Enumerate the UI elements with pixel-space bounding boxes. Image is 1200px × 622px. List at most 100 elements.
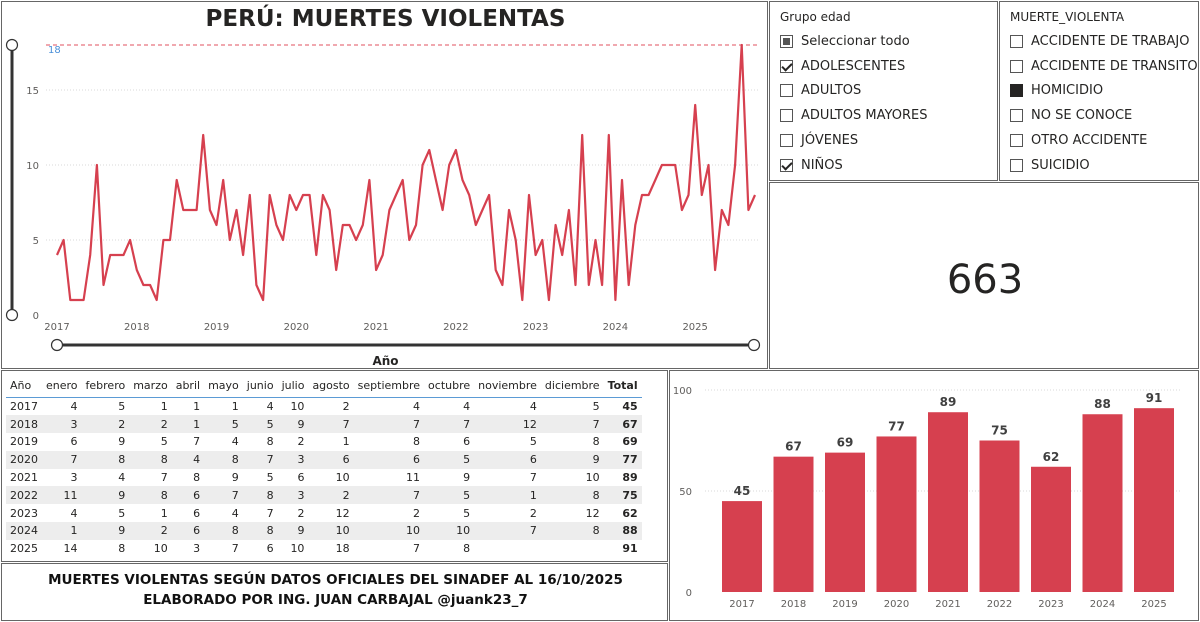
checkbox-icon[interactable] [1010, 109, 1023, 123]
table-cell: 1 [193, 400, 201, 414]
table-cell: 10 [153, 542, 168, 556]
table-cell: 7 [193, 435, 201, 449]
muerte-violenta-item-label: SUICIDIO [1031, 157, 1090, 173]
table-cell: 7 [474, 522, 541, 540]
checkbox-icon[interactable] [780, 59, 793, 73]
table-header-cell[interactable]: enero [42, 375, 82, 398]
grupo-edad-item[interactable]: ADOLESCENTES [780, 54, 928, 79]
table-cell: 2 [129, 415, 172, 434]
muerte-violenta-item[interactable]: ACCIDENTE DE TRANSITO [1010, 54, 1198, 79]
muerte-violenta-item[interactable]: OTRO ACCIDENTE [1010, 128, 1198, 153]
table-cell: 1 [342, 435, 350, 449]
y-tick-label: 0 [33, 311, 39, 322]
checkbox-icon[interactable] [780, 109, 793, 123]
table-cell: 5 [424, 450, 475, 469]
table-header-cell[interactable]: octubre [424, 375, 475, 398]
table-cell: 10 [290, 400, 305, 414]
x-tick-label: 2017 [44, 322, 69, 333]
muerte-violenta-item-label: NO SE CONOCE [1031, 108, 1133, 124]
x-tick-label: 2019 [204, 322, 229, 333]
table-header-cell[interactable]: julio [277, 375, 309, 398]
grupo-edad-item-label: Seleccionar todo [801, 33, 910, 49]
checkbox-icon[interactable] [1010, 84, 1023, 98]
bar[interactable] [722, 501, 762, 592]
table-cell: 8 [118, 542, 126, 556]
table-cell: 10 [308, 522, 354, 540]
bar[interactable] [825, 452, 865, 592]
table-cell: 2022 [6, 486, 42, 505]
bar-data-label: 89 [940, 395, 957, 409]
table-cell: 4 [70, 400, 78, 414]
muerte-violenta-item-label: ACCIDENTE DE TRABAJO [1031, 33, 1190, 49]
table-header-cell[interactable]: noviembre [474, 375, 541, 398]
table-cell: 6 [193, 506, 201, 520]
grupo-edad-item[interactable]: NIÑOS [780, 153, 928, 178]
table-cell: 10 [290, 542, 305, 556]
bar[interactable] [876, 436, 917, 592]
max-reference-label: 18 [48, 45, 61, 56]
muerte-violenta-item[interactable]: ACCIDENTE DE TRABAJO [1010, 29, 1198, 54]
table-header-cell[interactable]: Total [603, 375, 642, 398]
table-cell [474, 540, 541, 558]
table-cell: 7 [308, 415, 354, 434]
checkbox-icon[interactable] [1010, 59, 1023, 73]
bar[interactable] [1082, 414, 1123, 592]
table-header-cell[interactable]: septiembre [353, 375, 425, 398]
table-header-cell[interactable]: Año [6, 375, 42, 398]
bar[interactable] [928, 412, 968, 592]
table-cell: 8 [266, 435, 274, 449]
table-cell: 67 [603, 415, 642, 434]
table-header-cell[interactable]: diciembre [540, 375, 604, 398]
table-cell: 2025 [10, 542, 38, 556]
muerte-violenta-item[interactable]: SUICIDIO [1010, 153, 1198, 178]
table-header-cell[interactable]: mayo [204, 375, 243, 398]
table-header-cell[interactable]: febrero [81, 375, 130, 398]
series-line [55, 43, 757, 302]
table-cell: 4 [463, 400, 471, 414]
bar-data-label: 45 [734, 484, 751, 498]
muerte-violenta-list: ACCIDENTE DE TRABAJO ACCIDENTE DE TRANSIT… [1010, 29, 1198, 178]
muerte-violenta-item[interactable]: HOMICIDIO [1010, 79, 1198, 104]
checkbox-icon[interactable] [1010, 134, 1023, 148]
table-header-cell[interactable]: agosto [308, 375, 354, 398]
table-cell: 8 [129, 450, 172, 469]
bar-data-label: 77 [888, 419, 905, 433]
checkbox-icon[interactable] [1010, 158, 1023, 172]
bar[interactable] [979, 440, 1020, 593]
table-cell: 9 [231, 471, 239, 485]
grupo-edad-item[interactable]: ADULTOS MAYORES [780, 103, 928, 128]
table-cell: 3 [70, 471, 78, 485]
muerte-violenta-item[interactable]: NO SE CONOCE [1010, 103, 1198, 128]
table-header-cell[interactable]: marzo [129, 375, 172, 398]
table-cell: 45 [622, 400, 638, 414]
checkbox-icon[interactable] [1010, 34, 1023, 48]
table-cell: 9 [81, 486, 130, 505]
y-zoom-slider-handle[interactable] [5, 308, 19, 322]
x-zoom-slider-handle[interactable] [747, 338, 761, 352]
grupo-edad-item[interactable]: JÓVENES [780, 128, 928, 153]
table-header-cell[interactable]: abril [171, 375, 205, 398]
checkbox-icon[interactable] [780, 34, 793, 48]
table-row: 2018 3 2 2 1 5 5 9 7 7 7 12 7 67 [6, 415, 642, 434]
table-cell: 1 [231, 400, 239, 414]
bar-chart-panel: 0 50 100 45 2017 67 2018 69 2019 77 2020 89 2021 75 20… [669, 370, 1199, 621]
x-zoom-slider-handle[interactable] [50, 338, 64, 352]
muerte-violenta-header: MUERTE_VIOLENTA [1010, 10, 1125, 24]
y-zoom-slider-handle[interactable] [5, 38, 19, 52]
bar[interactable] [1134, 408, 1174, 592]
table-header-cell[interactable]: junio [242, 375, 278, 398]
table-cell: 7 [540, 415, 604, 434]
matrix: Año enero febrero marzo abril mayo junio julio a… [6, 375, 642, 558]
bar[interactable] [773, 456, 814, 592]
bar[interactable] [1031, 466, 1071, 592]
grupo-edad-item[interactable]: Seleccionar todo [780, 29, 928, 54]
table-body: 2017 4 5 1 1 1 4 10 2 4 4 4 5 45 2018 3 2 2 1 5 5 9 7 7 7 12 7 67 20… [6, 398, 642, 558]
table-cell: 8 [242, 486, 278, 505]
checkbox-icon[interactable] [780, 134, 793, 148]
checkbox-icon[interactable] [780, 84, 793, 98]
grupo-edad-item[interactable]: ADULTOS [780, 79, 928, 104]
table-cell: 2017 [10, 400, 38, 414]
table-cell: 6 [266, 542, 274, 556]
checkbox-icon[interactable] [780, 158, 793, 172]
table-cell: 9 [463, 471, 471, 485]
